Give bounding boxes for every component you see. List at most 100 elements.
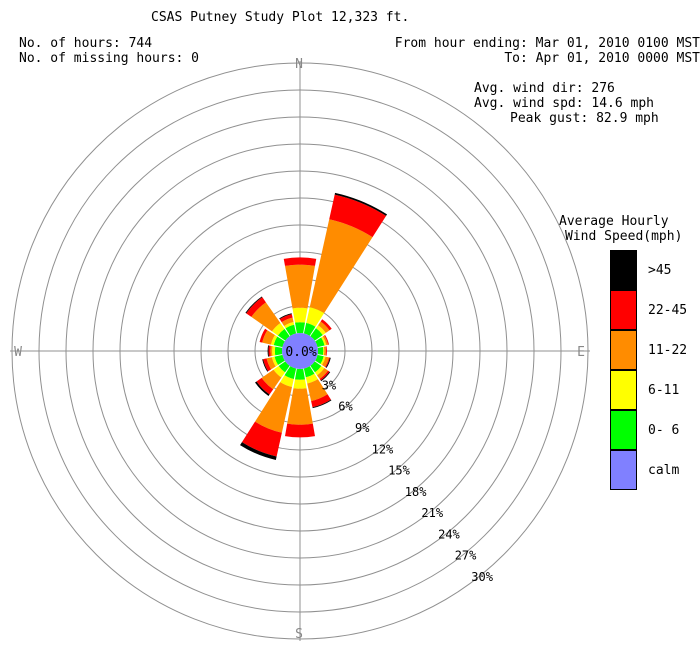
wedge-22.5-1122	[309, 219, 373, 314]
direction-label-e: E	[577, 345, 585, 360]
direction-label-w: W	[14, 345, 22, 360]
ring-label-4: 12%	[372, 442, 394, 456]
wedge-0-06	[295, 322, 305, 334]
wedge-247.5-06	[274, 354, 285, 366]
wedge-180-1122	[287, 388, 313, 425]
wedge-112.5-611	[320, 356, 326, 366]
wedge-90-611	[323, 346, 325, 356]
ring-label-10: 30%	[471, 570, 493, 584]
from-date: From hour ending: Mar 01, 2010 0100 MST	[394, 36, 700, 51]
wedge-337.5-2245	[279, 314, 293, 323]
wedge-22.5->45	[334, 192, 388, 216]
wedge-247.5-611	[271, 356, 278, 367]
wedge-90-2245	[325, 346, 328, 356]
wedge-180-611	[293, 379, 307, 389]
wedge-315-2245	[246, 297, 266, 317]
wedge-202.5-611	[280, 375, 294, 388]
wedge-315->45	[245, 296, 263, 314]
wedge-67.5-06	[315, 337, 325, 348]
legend-label-calm: calm	[648, 463, 680, 478]
direction-label-s: S	[295, 627, 303, 642]
wedge-225->45	[255, 381, 270, 396]
wedge-337.5->45	[279, 313, 292, 320]
legend-title-line1: Average Hourly	[559, 214, 669, 229]
wedge-67.5-2245	[324, 335, 329, 345]
wedge-135-611	[314, 365, 325, 376]
wedge-135-1122	[317, 368, 329, 380]
wedge-270-611	[272, 346, 276, 356]
legend-label-over45: >45	[648, 263, 672, 278]
wedge-247.5-1122	[266, 357, 276, 370]
peak-gust: Peak gust: 82.9 mph	[510, 111, 659, 126]
avg-wind-dir: Avg. wind dir: 276	[474, 81, 615, 96]
missing-hours: No. of missing hours: 0	[19, 51, 200, 66]
wedge-157.5-2245	[311, 394, 331, 408]
ring-label-9: 27%	[455, 549, 477, 563]
wedge-135-06	[310, 361, 322, 373]
wedge-202.5-2245	[241, 421, 282, 457]
wedge-315-611	[271, 322, 285, 336]
wedge-157.5-1122	[307, 379, 328, 402]
legend-label-6-11: 6-11	[648, 383, 680, 398]
wedge-67.5-1122	[322, 335, 329, 346]
wedge-225-611	[273, 365, 286, 378]
wedge-225-06	[278, 361, 290, 373]
legend-label-0-6: 0- 6	[648, 423, 680, 438]
calm-label: 0.0%	[285, 345, 316, 360]
wedge-315-06	[277, 328, 290, 341]
legend-swatch-6-11	[610, 370, 637, 410]
wedge-0-1122	[285, 264, 315, 309]
calm-circle	[282, 333, 318, 369]
ring-label-2: 6%	[338, 400, 353, 414]
ring-label-7: 21%	[421, 506, 443, 520]
wedge-157.5-611	[305, 373, 318, 384]
wedge-180-06	[295, 368, 305, 380]
ring-label-5: 15%	[388, 464, 410, 478]
wedge-202.5->45	[240, 442, 277, 460]
wedge-67.5-611	[321, 336, 327, 346]
hours-count: No. of hours: 744	[19, 36, 153, 51]
legend-swatch-over45	[610, 250, 637, 290]
wedge-337.5-611	[284, 322, 295, 329]
ring-label-1: 3%	[322, 379, 337, 393]
wedge-247.5-2245	[263, 358, 272, 372]
wedge-157.5-06	[303, 366, 315, 378]
ring-label-group: 3%6%9%12% 15% 18% 21% 24% 27% 30%	[322, 379, 494, 584]
wedge-112.5->45	[325, 357, 331, 368]
wedge-90-1122	[323, 346, 327, 356]
wedge-270-1122	[270, 345, 273, 357]
wedge-270->45	[267, 345, 269, 357]
wedge-270-06	[274, 346, 283, 356]
legend-label-11-22: 11-22	[648, 343, 688, 358]
legend-swatch-0-6	[610, 410, 637, 450]
wedge-202.5-06	[284, 366, 297, 380]
wedge-315-1122	[251, 302, 281, 332]
chart-title: CSAS Putney Study Plot 12,323 ft.	[151, 10, 410, 25]
wedge-45-611	[316, 325, 326, 335]
wedge-22.5-06	[303, 322, 316, 336]
wedge-202.5-1122	[255, 382, 293, 433]
wedge-group	[240, 192, 388, 460]
legend-swatch-22-45	[610, 290, 637, 330]
wedge-112.5-06	[315, 354, 324, 365]
wedge-180-2245	[285, 423, 315, 438]
wedge-247.5->45	[262, 359, 269, 372]
wedge-292.5-06	[273, 336, 285, 348]
wedge-112.5-2245	[325, 357, 330, 368]
wedge-135-2245	[319, 370, 330, 381]
wedge-45-1122	[318, 321, 330, 333]
wedge-337.5-1122	[281, 317, 294, 326]
wedge-292.5-1122	[262, 330, 275, 345]
avg-wind-spd: Avg. wind spd: 14.6 mph	[474, 96, 655, 111]
wedge-225-1122	[261, 369, 282, 390]
wedge-157.5->45	[312, 399, 332, 409]
legend-swatch-11-22	[610, 330, 637, 370]
wedge-45-06	[310, 328, 323, 341]
wedge-337.5-06	[285, 324, 297, 336]
wedge-225-2245	[256, 377, 274, 395]
ring-label-3: 9%	[355, 421, 370, 435]
wedge-0-611	[292, 307, 308, 323]
wedge-135->45	[320, 371, 331, 382]
direction-label-n: N	[295, 57, 303, 72]
